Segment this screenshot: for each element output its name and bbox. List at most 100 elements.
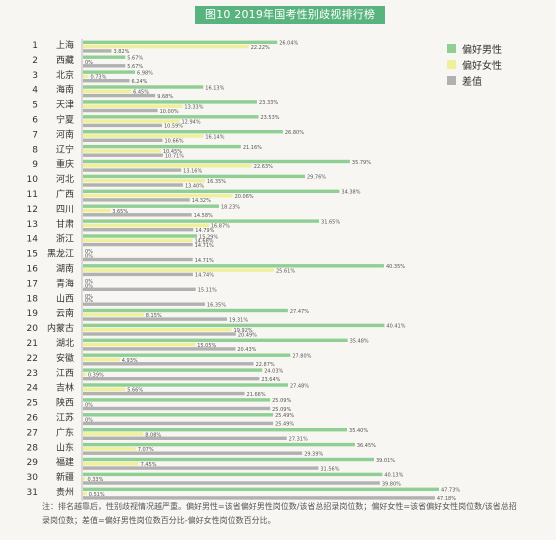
province-label: 河北 [56,173,74,185]
bar-female [83,164,252,168]
bar-diff [83,481,380,485]
rank-label: 5 [32,101,38,111]
province-label: 河南 [56,128,74,140]
data-label-male: 47.73% [441,488,460,494]
data-label-diff: 39.80% [382,481,401,487]
bar-diff [83,257,193,262]
data-label-female: 16.87% [211,224,230,230]
bar-male [83,428,348,432]
data-label-diff: 14.79% [195,228,214,234]
data-label-female: 22.22% [251,45,270,51]
data-label-female: 16.14% [205,134,224,140]
rank-label: 15 [27,250,38,260]
data-label-male: 40.13% [384,473,403,479]
data-label-diff: 15.11% [198,288,217,294]
bar-female [83,104,183,108]
rank-label: 13 [27,220,38,230]
legend-label-male: 偏好男性 [462,44,502,56]
data-label-male: 23.33% [259,100,278,106]
province-label: 江西 [56,368,74,379]
province-label: 浙江 [56,233,74,245]
data-label-male: 40.35% [386,264,405,270]
data-label-male: 26.04% [279,41,298,47]
data-label-male: 40.41% [386,324,405,330]
bar-female [83,268,275,272]
data-label-male: 0% [85,294,93,300]
data-label-female: 25.61% [276,268,295,274]
data-label-diff: 25.09% [272,407,291,413]
bar-female [83,193,233,198]
province-label: 吉林 [56,382,74,394]
legend-swatch-diff [447,75,456,85]
data-label-diff: 14.58% [194,213,213,219]
bar-male [83,308,288,313]
data-label-female: 0.51% [89,492,105,498]
bar-diff [83,168,182,172]
province-label: 新疆 [56,471,74,483]
data-label-male: 0% [85,279,93,285]
data-label-female: 4.93% [122,358,138,364]
data-label-female: 0.39% [88,373,104,379]
data-label-male: 27.48% [290,383,309,389]
bar-female [83,119,180,123]
bar-male [83,442,355,447]
province-label: 江苏 [56,412,74,424]
data-label-diff: 6.24% [132,79,148,85]
province-label: 西藏 [56,54,74,66]
bar-male [83,100,258,104]
data-label-male: 6.98% [137,70,153,76]
rank-label: 17 [27,279,38,289]
bar-male [83,130,283,134]
bar-diff [83,317,228,321]
rank-label: 28 [27,443,39,453]
bar-female [83,313,144,317]
data-label-female: 0% [85,60,93,66]
bar-diff [83,138,163,142]
data-label-female: 0% [85,254,93,260]
rank-label: 26 [27,414,39,424]
bar-diff [83,93,156,98]
data-label-female: 5.66% [127,388,143,394]
rank-label: 19 [27,309,39,319]
bar-female [83,74,89,79]
bar-female [83,462,139,466]
data-label-female: 7.45% [141,462,157,468]
data-label-diff: 16.35% [207,303,226,309]
data-label-female: 3.65% [112,209,128,215]
data-label-male: 0% [85,249,93,255]
bar-male [83,457,374,462]
rank-label: 10 [27,175,39,185]
bar-diff [83,496,435,500]
province-label: 安徽 [56,352,74,364]
data-label-male: 34.38% [341,190,360,196]
data-label-diff: 21.66% [247,392,266,398]
province-label: 云南 [56,307,74,319]
province-label: 甘肃 [56,218,74,230]
bar-female [83,89,132,93]
data-label-female: 13.33% [184,105,203,111]
bar-male [83,264,384,268]
data-label-diff: 20.43% [237,347,256,353]
rank-label: 14 [27,235,39,245]
bar-diff [83,436,287,440]
data-label-diff: 23.64% [261,377,280,383]
bar-diff [83,347,236,351]
province-label: 陕西 [56,397,74,409]
bar-diff [83,421,274,426]
legend-swatch-female [447,59,456,69]
data-label-diff: 10.66% [165,139,184,145]
rank-label: 1 [32,41,38,51]
rank-label: 2 [32,56,38,66]
chart-title: 图10 2019年国考性别歧视排行榜 [195,6,385,24]
bar-female [83,372,86,377]
data-label-diff: 14.74% [195,273,214,279]
bar-diff [83,213,192,217]
bar-male [83,115,259,119]
bar-female [83,223,209,228]
bar-male [83,338,348,342]
bar-male [83,487,439,491]
data-label-male: 27.47% [290,309,309,315]
data-label-diff: 9.68% [157,94,173,100]
data-label-diff: 27.31% [289,437,308,443]
data-label-female: 7.07% [138,447,154,453]
